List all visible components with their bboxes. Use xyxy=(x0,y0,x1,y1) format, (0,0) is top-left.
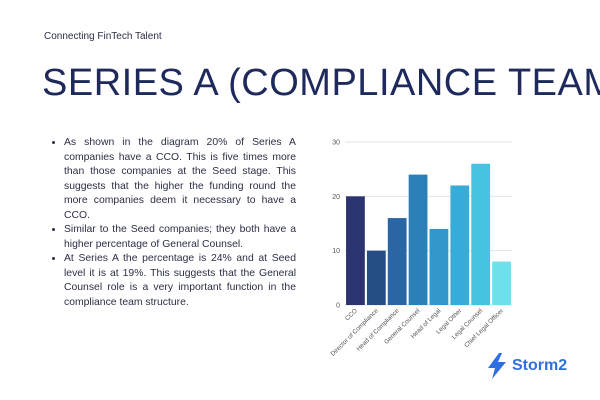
bullet-item: Similar to the Seed companies; they both… xyxy=(64,223,296,252)
y-tick-label: 30 xyxy=(332,140,340,147)
logo-text: Storm2 xyxy=(512,357,568,374)
bar-2 xyxy=(387,218,407,305)
bar-0 xyxy=(346,196,365,305)
storm2-logo: Storm2 xyxy=(486,353,567,379)
compliance-bar-chart: 0 10 20 30 CCO Director of Compliance Head of … xyxy=(318,132,518,392)
bar-6 xyxy=(471,163,491,305)
page-title: SERIES A (COMPLIANCE TEAM) xyxy=(42,62,600,104)
bullet-item: At Series A the percentage is 24% and at… xyxy=(64,252,296,310)
bar-1 xyxy=(366,250,386,305)
bar-7 xyxy=(492,261,511,305)
y-tick-label: 10 xyxy=(332,248,340,255)
bullet-item: As shown in the diagram 20% of Series A … xyxy=(64,136,296,223)
bar-3 xyxy=(408,174,428,305)
bar-4 xyxy=(429,228,449,305)
bar-5 xyxy=(450,185,470,305)
y-tick-label: 0 xyxy=(336,303,340,310)
y-tick-label: 20 xyxy=(332,194,340,201)
x-tick-label: CCO xyxy=(344,307,359,322)
x-tick-label: Chief Legal Officer xyxy=(463,307,505,349)
lightning-bolt-icon xyxy=(488,353,506,379)
tagline: Connecting FinTech Talent xyxy=(44,31,162,42)
bullet-list: As shown in the diagram 20% of Series A … xyxy=(50,136,296,310)
